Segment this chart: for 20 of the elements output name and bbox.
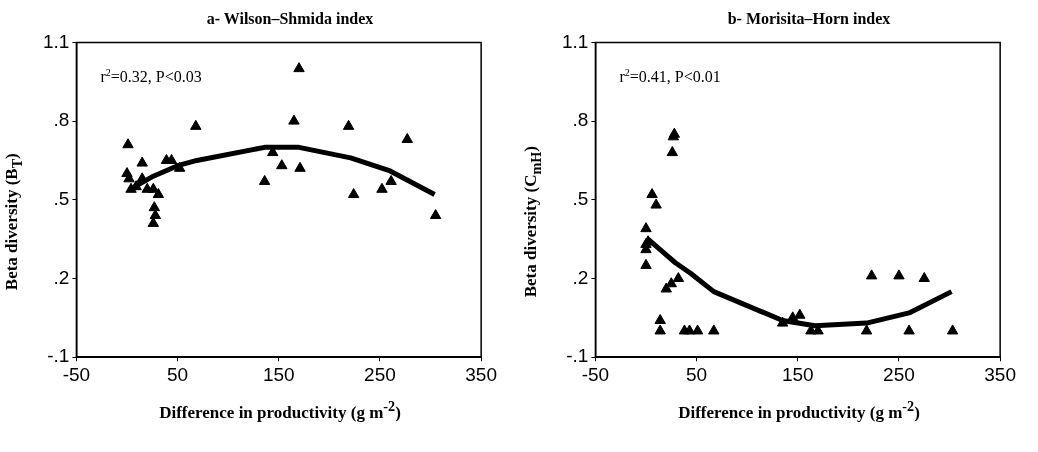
x-tick-label: 150 xyxy=(781,363,814,385)
x-tick-label: 50 xyxy=(167,363,189,385)
x-tick-label: 50 xyxy=(686,363,708,385)
chart-title: a- Wilson–Shmida index xyxy=(205,10,375,28)
x-tick-label: 250 xyxy=(364,363,396,385)
y-tick-label: .2 xyxy=(53,266,70,288)
chart-title: b- Morisita–Horn index xyxy=(726,10,892,28)
y-tick-label: 1.1 xyxy=(42,30,70,52)
x-tick-label: 250 xyxy=(883,363,915,385)
y-tick-label: .8 xyxy=(53,109,70,131)
x-tick-label: 350 xyxy=(465,363,497,385)
y-tick-label: .2 xyxy=(572,266,589,288)
x-axis-title: Difference in productivity (g m$^{-2}$) xyxy=(158,398,402,423)
x-axis-title: Difference in productivity (g m$^{-2}$) xyxy=(677,398,921,423)
x-tick-label: 350 xyxy=(984,363,1016,385)
x-tick-label: 150 xyxy=(262,363,295,385)
y-tick-label: .5 xyxy=(572,188,589,210)
y-tick-label: .5 xyxy=(53,188,70,210)
y-tick-label: 1.1 xyxy=(561,30,589,52)
y-tick-label: .8 xyxy=(572,109,589,131)
